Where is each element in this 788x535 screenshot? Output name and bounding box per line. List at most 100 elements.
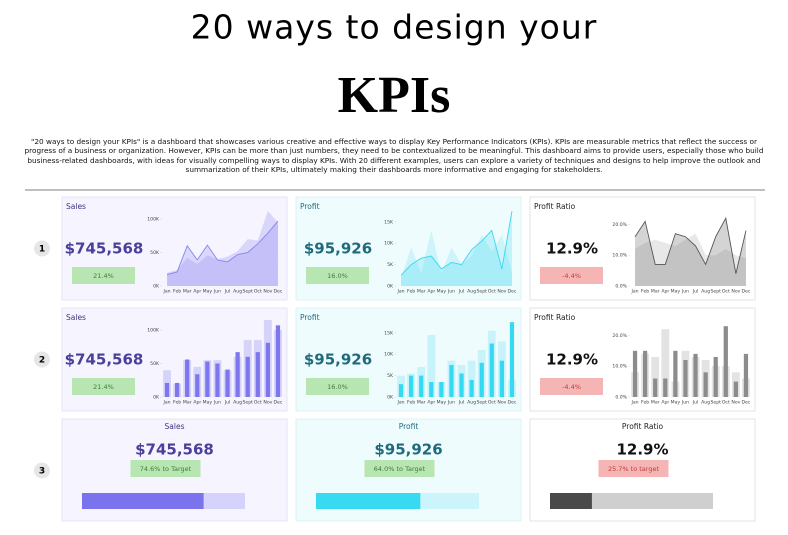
x-tick-label: Jun [213, 289, 221, 295]
y-tick-label: 50K [150, 361, 160, 367]
badge [540, 267, 603, 284]
x-tick-label: May [203, 289, 213, 295]
row-badge [34, 462, 50, 479]
x-tick-label: Mar [651, 289, 660, 295]
description: "20 ways to design your KPIs" is a dashb… [24, 137, 764, 175]
kpi-value: $745,568 [135, 441, 214, 459]
card-title: Profit Ratio [534, 313, 576, 322]
y-tick-label: 5K [387, 373, 394, 379]
x-tick-label: Aug [233, 400, 242, 406]
badge-text: 21.4% [93, 272, 114, 280]
x-tick-label: Nov [731, 400, 740, 406]
logo: KPIs [338, 67, 451, 124]
bar [703, 372, 708, 397]
area [635, 218, 746, 286]
x-tick-label: Mar [651, 400, 660, 406]
bar [479, 362, 484, 397]
x-tick-label: Nov [263, 289, 272, 295]
progress-badge [598, 460, 669, 477]
line [166, 220, 279, 276]
x-tick-label: Dec [742, 289, 751, 295]
bar [185, 359, 190, 397]
x-tick-label: Jan [162, 400, 170, 406]
bar [225, 369, 230, 397]
x-tick-label: May [437, 400, 447, 406]
card-title: Profit [300, 313, 320, 322]
x-tick-label: Aug [467, 400, 476, 406]
x-tick-label: Dec [274, 289, 283, 295]
bar [661, 329, 670, 397]
x-tick-label: Nov [497, 289, 506, 295]
y-tick-label: 15K [384, 330, 394, 336]
bar [245, 356, 250, 397]
x-tick-label: Oct [722, 400, 730, 406]
bar [255, 352, 260, 397]
progress-fill [316, 493, 421, 509]
bar [632, 350, 638, 397]
x-tick-label: Feb [641, 400, 649, 406]
x-tick-label: Apr [661, 400, 669, 406]
x-tick-label: May [203, 400, 213, 406]
row-badge [34, 240, 50, 257]
x-tick-label: Feb [173, 400, 181, 406]
bar [175, 382, 180, 397]
bar [663, 378, 668, 397]
row-badge [34, 351, 50, 368]
row-number: 3 [39, 467, 45, 477]
x-tick-label: Mar [183, 400, 192, 406]
progress-fill [550, 493, 592, 509]
x-tick-label: Oct [488, 289, 496, 295]
y-tick-label: 10K [384, 352, 394, 358]
bar [723, 326, 728, 397]
kpi-value: 12.9% [546, 240, 598, 258]
bar [235, 352, 240, 397]
x-tick-label: Jun [681, 289, 689, 295]
progress-badge [364, 460, 435, 477]
x-tick-label: May [437, 289, 447, 295]
progress-badge [130, 460, 201, 477]
y-tick-label: 0K [387, 395, 394, 401]
x-tick-label: Dec [508, 289, 517, 295]
x-tick-label: Feb [173, 289, 181, 295]
bar [499, 360, 504, 397]
x-tick-label: Oct [254, 289, 262, 295]
card-title: Sales [165, 422, 185, 431]
badge-text: 16.0% [327, 383, 348, 391]
bar [467, 360, 476, 397]
x-tick-label: Apr [427, 289, 435, 295]
card-title: Profit Ratio [622, 422, 664, 431]
progress-label: 25.7% to target [608, 465, 660, 473]
x-tick-label: Jan [162, 289, 170, 295]
y-tick-label: 0.0% [615, 284, 627, 290]
x-tick-label: Apr [193, 289, 201, 295]
card-title: Profit Ratio [534, 202, 576, 211]
x-tick-label: Sept [242, 289, 253, 295]
card-title: Sales [66, 313, 86, 322]
badge-text: 21.4% [93, 383, 114, 391]
bar [713, 356, 718, 397]
progress-fill [82, 493, 204, 509]
y-tick-label: 20.0% [612, 333, 627, 339]
x-tick-label: Feb [407, 400, 415, 406]
x-tick-label: Jul [224, 289, 231, 295]
area [401, 211, 512, 286]
x-tick-label: Jul [458, 400, 465, 406]
bar [693, 353, 698, 397]
bar [275, 325, 281, 397]
x-tick-label: May [671, 400, 681, 406]
bar [653, 378, 658, 397]
y-tick-label: 100K [147, 217, 160, 223]
x-tick-label: Apr [193, 400, 201, 406]
x-tick-label: Oct [722, 289, 730, 295]
x-tick-label: Jan [630, 400, 638, 406]
y-tick-label: 10.0% [612, 253, 627, 259]
bar [683, 360, 688, 397]
bar [195, 374, 200, 397]
bar [439, 382, 444, 397]
x-tick-label: Jan [396, 400, 404, 406]
x-tick-label: Jun [447, 289, 455, 295]
x-tick-label: Feb [407, 289, 415, 295]
x-tick-label: Mar [183, 289, 192, 295]
